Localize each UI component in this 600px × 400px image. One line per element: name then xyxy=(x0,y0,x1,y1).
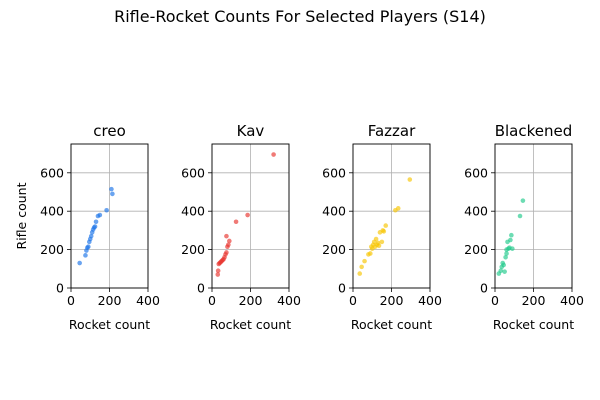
x-tick-label: 0 xyxy=(67,293,75,308)
scatter-points xyxy=(357,177,413,276)
data-point xyxy=(271,152,276,157)
y-tick-label: 0 xyxy=(56,281,64,296)
x-tick-label: 0 xyxy=(491,293,499,308)
subplot-grid: 0 200 400 0 200 400 600 creo Rocket count 0 200 400… xyxy=(40,122,584,332)
y-tick-label: 0 xyxy=(338,281,346,296)
data-point xyxy=(509,232,514,238)
scatter-points xyxy=(496,198,526,276)
subplot-title: creo xyxy=(93,122,126,140)
y-tick-label: 0 xyxy=(197,281,205,296)
scatter-points xyxy=(215,152,276,277)
data-point xyxy=(357,271,363,276)
data-point xyxy=(227,238,232,244)
figure-title: Rifle-Rocket Counts For Selected Players… xyxy=(114,7,486,26)
data-point xyxy=(501,262,506,268)
scatter-points xyxy=(77,186,115,266)
y-tick-label: 200 xyxy=(40,242,64,257)
y-tick-label: 200 xyxy=(322,242,346,257)
x-tick-label: 200 xyxy=(522,293,546,308)
y-tick-label: 400 xyxy=(40,204,64,219)
data-point xyxy=(215,272,221,277)
y-tick-label: 200 xyxy=(181,242,205,257)
data-point xyxy=(92,224,98,229)
data-point xyxy=(517,213,523,219)
data-point xyxy=(104,207,109,213)
subplot-Kav: 0 200 400 0 200 400 600 Kav Rocket count xyxy=(181,122,301,332)
y-tick-label: 600 xyxy=(40,165,64,180)
data-point xyxy=(376,243,382,249)
data-point xyxy=(359,264,364,270)
shared-y-axis-label: Rifle count xyxy=(14,182,29,249)
data-point xyxy=(503,254,508,260)
data-point xyxy=(97,212,103,218)
x-tick-label: 200 xyxy=(239,293,263,308)
x-tick-label: 200 xyxy=(380,293,404,308)
data-point xyxy=(368,251,373,256)
data-point xyxy=(381,229,387,234)
x-axis-label: Rocket count xyxy=(351,317,432,332)
data-point xyxy=(373,236,379,242)
x-axis-label: Rocket count xyxy=(493,317,574,332)
x-tick-label: 400 xyxy=(418,293,442,308)
data-point xyxy=(224,250,229,255)
y-tick-label: 600 xyxy=(181,165,205,180)
data-point xyxy=(224,233,229,239)
data-point xyxy=(93,219,99,225)
x-tick-label: 0 xyxy=(349,293,357,308)
x-tick-label: 200 xyxy=(98,293,122,308)
subplot-creo: 0 200 400 0 200 400 600 creo Rocket count xyxy=(40,122,160,332)
y-tick-label: 400 xyxy=(464,204,488,219)
x-axis-label: Rocket count xyxy=(210,317,291,332)
data-point xyxy=(504,251,509,256)
data-point xyxy=(245,212,250,218)
subplot-title: Fazzar xyxy=(368,122,416,140)
subplot-title: Kav xyxy=(237,122,265,140)
data-point xyxy=(520,198,526,203)
data-point xyxy=(86,244,91,250)
data-point xyxy=(109,186,114,192)
subplot-title: Blackened xyxy=(495,122,573,140)
data-point xyxy=(379,239,385,245)
data-point xyxy=(83,253,88,258)
data-point xyxy=(77,260,82,266)
x-axis-label: Rocket count xyxy=(69,317,150,332)
y-tick-label: 600 xyxy=(322,165,346,180)
y-tick-label: 400 xyxy=(181,204,205,219)
data-point xyxy=(510,246,515,251)
data-point xyxy=(383,223,389,228)
data-point xyxy=(407,177,413,182)
data-point xyxy=(502,269,507,274)
data-point xyxy=(233,219,239,225)
data-point xyxy=(498,268,504,274)
x-tick-label: 400 xyxy=(277,293,301,308)
x-tick-label: 0 xyxy=(208,293,216,308)
y-tick-label: 600 xyxy=(464,165,488,180)
data-point xyxy=(226,242,231,248)
data-point xyxy=(508,237,513,243)
data-point xyxy=(110,191,115,197)
y-tick-label: 400 xyxy=(322,204,346,219)
data-point xyxy=(215,268,221,274)
data-point xyxy=(395,206,401,211)
subplot-Fazzar: 0 200 400 0 200 400 600 Fazzar Rocket count xyxy=(322,122,442,332)
x-tick-label: 400 xyxy=(560,293,584,308)
data-point xyxy=(88,233,94,239)
data-point xyxy=(362,258,367,264)
subplot-Blackened: 0 200 400 0 200 400 600 Blackened Rocket count xyxy=(464,122,584,332)
y-tick-label: 200 xyxy=(464,242,488,257)
x-tick-label: 400 xyxy=(136,293,160,308)
y-tick-label: 0 xyxy=(480,281,488,296)
